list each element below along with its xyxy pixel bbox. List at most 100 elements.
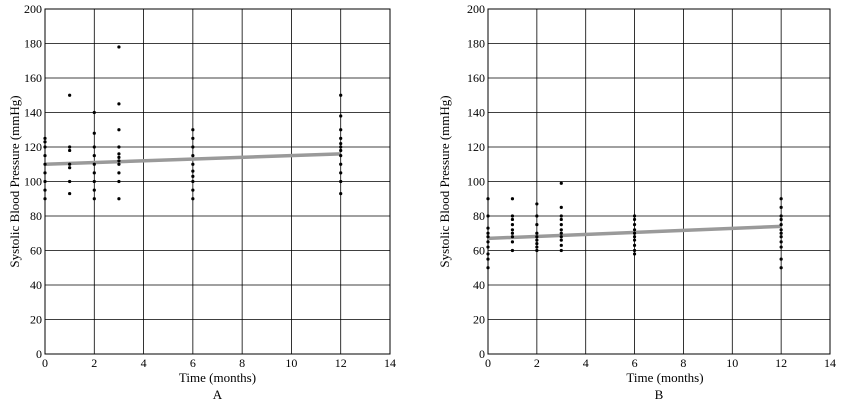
panel-a-data-point	[191, 154, 195, 158]
panel-b-data-point	[632, 248, 637, 253]
panel-b-data-point	[632, 243, 637, 247]
panel-b-data-point	[510, 248, 515, 253]
panel-a-data-point	[68, 179, 72, 184]
panel-b-data-point	[486, 257, 490, 261]
panel-a-y-tick-label: 180	[24, 37, 42, 51]
panel-b-data-point	[779, 223, 783, 227]
panel-b-data-point	[535, 248, 539, 253]
panel-b-data-point	[559, 223, 563, 227]
panel-b-data-point	[779, 231, 783, 235]
panel-b-data-point	[510, 240, 515, 244]
panel-b-data-point	[535, 238, 539, 242]
panel-a-data-point	[339, 162, 343, 166]
panel-b-y-tick-label: 60	[473, 244, 485, 258]
panel-b-data-point	[559, 238, 563, 242]
panel-a-x-axis-label: Time (months)	[179, 370, 256, 385]
panel-a-x-tick-label: 12	[335, 356, 347, 370]
panel-a-data-point	[339, 154, 343, 158]
panel-a-x-tick-label: 14	[384, 356, 396, 370]
panel-b-data-point	[486, 197, 490, 201]
panel-a-data-point	[339, 141, 343, 146]
panel-a-y-tick-labels: 0 20 40 60 80 100 120 140 160 180 200	[24, 2, 42, 361]
panel-b-y-tick-label: 180	[467, 37, 485, 51]
panel-b-x-tick-labels: 0 2 4 6 8 10 12 14	[485, 356, 836, 370]
panel-a-x-tick-label: 10	[285, 356, 297, 370]
panel-a-data-point	[43, 136, 47, 140]
panel-b-x-tick-label: 2	[534, 356, 540, 370]
panel-a-data-point	[339, 128, 343, 132]
panel-a-y-tick-label: 0	[36, 347, 42, 361]
panel-b-data-point	[559, 217, 563, 222]
panel-b-y-tick-label: 200	[467, 2, 485, 16]
panel-a-data-point	[117, 159, 121, 163]
panel-a-data-point	[68, 93, 72, 97]
panel-a-data-point	[43, 171, 47, 175]
panel-b-data-point	[535, 245, 539, 249]
panel-a-data-point	[339, 179, 343, 184]
panel-a-data-point	[68, 191, 72, 196]
panel-b-data-point	[510, 197, 515, 201]
panel-b-data-point	[486, 214, 490, 218]
panel-b-data-point	[535, 214, 539, 218]
panel-b-data-point	[486, 231, 490, 235]
panel-b-data-point	[535, 202, 539, 206]
panel-a-data-point	[339, 93, 343, 97]
panel-b-y-tick-label: 80	[473, 209, 485, 223]
panel-b-data-point	[535, 242, 539, 246]
panel-b-data-point	[632, 231, 637, 235]
panel-b-data-point	[632, 238, 637, 242]
panel-a-data-point	[117, 197, 121, 201]
panel-b-data-point	[535, 223, 539, 227]
panel-b-data-point	[632, 228, 637, 232]
panel-a-points	[43, 45, 343, 201]
panel-a-data-point	[339, 171, 343, 175]
panel-b-data-point	[632, 214, 637, 218]
panel-a-data-point	[339, 191, 343, 196]
panel-a-y-tick-label: 120	[24, 140, 42, 154]
panel-a-y-tick-label: 140	[24, 106, 42, 120]
panel-a-data-point	[117, 45, 121, 49]
panel-b-data-point	[510, 217, 515, 222]
panel-a-gridlines	[44, 8, 391, 355]
panel-b-x-tick-label: 4	[583, 356, 589, 370]
panel-b-y-tick-labels: 0 20 40 60 80 100 120 140 160 180 200	[467, 2, 485, 361]
panel-b-y-tick-label: 140	[467, 106, 485, 120]
panel-b-data-point	[486, 235, 490, 239]
panel-a-data-point	[191, 169, 195, 173]
panel-a-data-point	[43, 140, 47, 144]
panel-b-data-point	[779, 197, 783, 201]
panel-a-data-point	[43, 154, 47, 158]
panel-b-y-tick-label: 40	[473, 278, 485, 292]
panel-a-data-point	[92, 154, 96, 158]
panel-b-gridlines	[487, 8, 831, 355]
panel-b-data-point	[632, 223, 637, 227]
panel-a-data-point	[117, 128, 121, 132]
panel-b-y-axis-label: Systolic Blood Pressure (mmHg)	[437, 95, 452, 267]
panel-a-data-point	[92, 110, 96, 115]
panel-b-data-point	[486, 245, 490, 249]
panel-b-x-tick-label: 0	[485, 356, 491, 370]
panel-a-data-point	[117, 171, 121, 175]
panel-a-data-point	[43, 188, 47, 192]
panel-b-data-point	[510, 223, 515, 227]
panel-b-data-point	[535, 235, 539, 239]
panel-a-data-point	[339, 145, 343, 149]
panel-b-data-point	[779, 266, 783, 270]
panel-b-data-point	[559, 243, 563, 247]
panel-a-data-point	[339, 114, 343, 118]
panel-a-data-point	[43, 145, 47, 149]
panel-b-y-tick-label: 160	[467, 71, 485, 85]
panel-a-data-point	[92, 131, 96, 135]
panel-a-label: A	[213, 387, 223, 402]
panel-a-x-tick-label: 2	[91, 356, 97, 370]
panel-b-x-tick-label: 8	[680, 356, 686, 370]
panel-a-data-point	[43, 162, 47, 166]
panel-b-data-point	[559, 214, 563, 218]
panel-b-data-point	[486, 226, 490, 230]
panel-b-plot-frame	[487, 8, 831, 355]
panel-a-data-point	[117, 152, 121, 156]
panel-a-data-point	[117, 155, 121, 159]
panel-b-data-point	[779, 214, 783, 218]
panel-a-data-point	[68, 162, 72, 166]
